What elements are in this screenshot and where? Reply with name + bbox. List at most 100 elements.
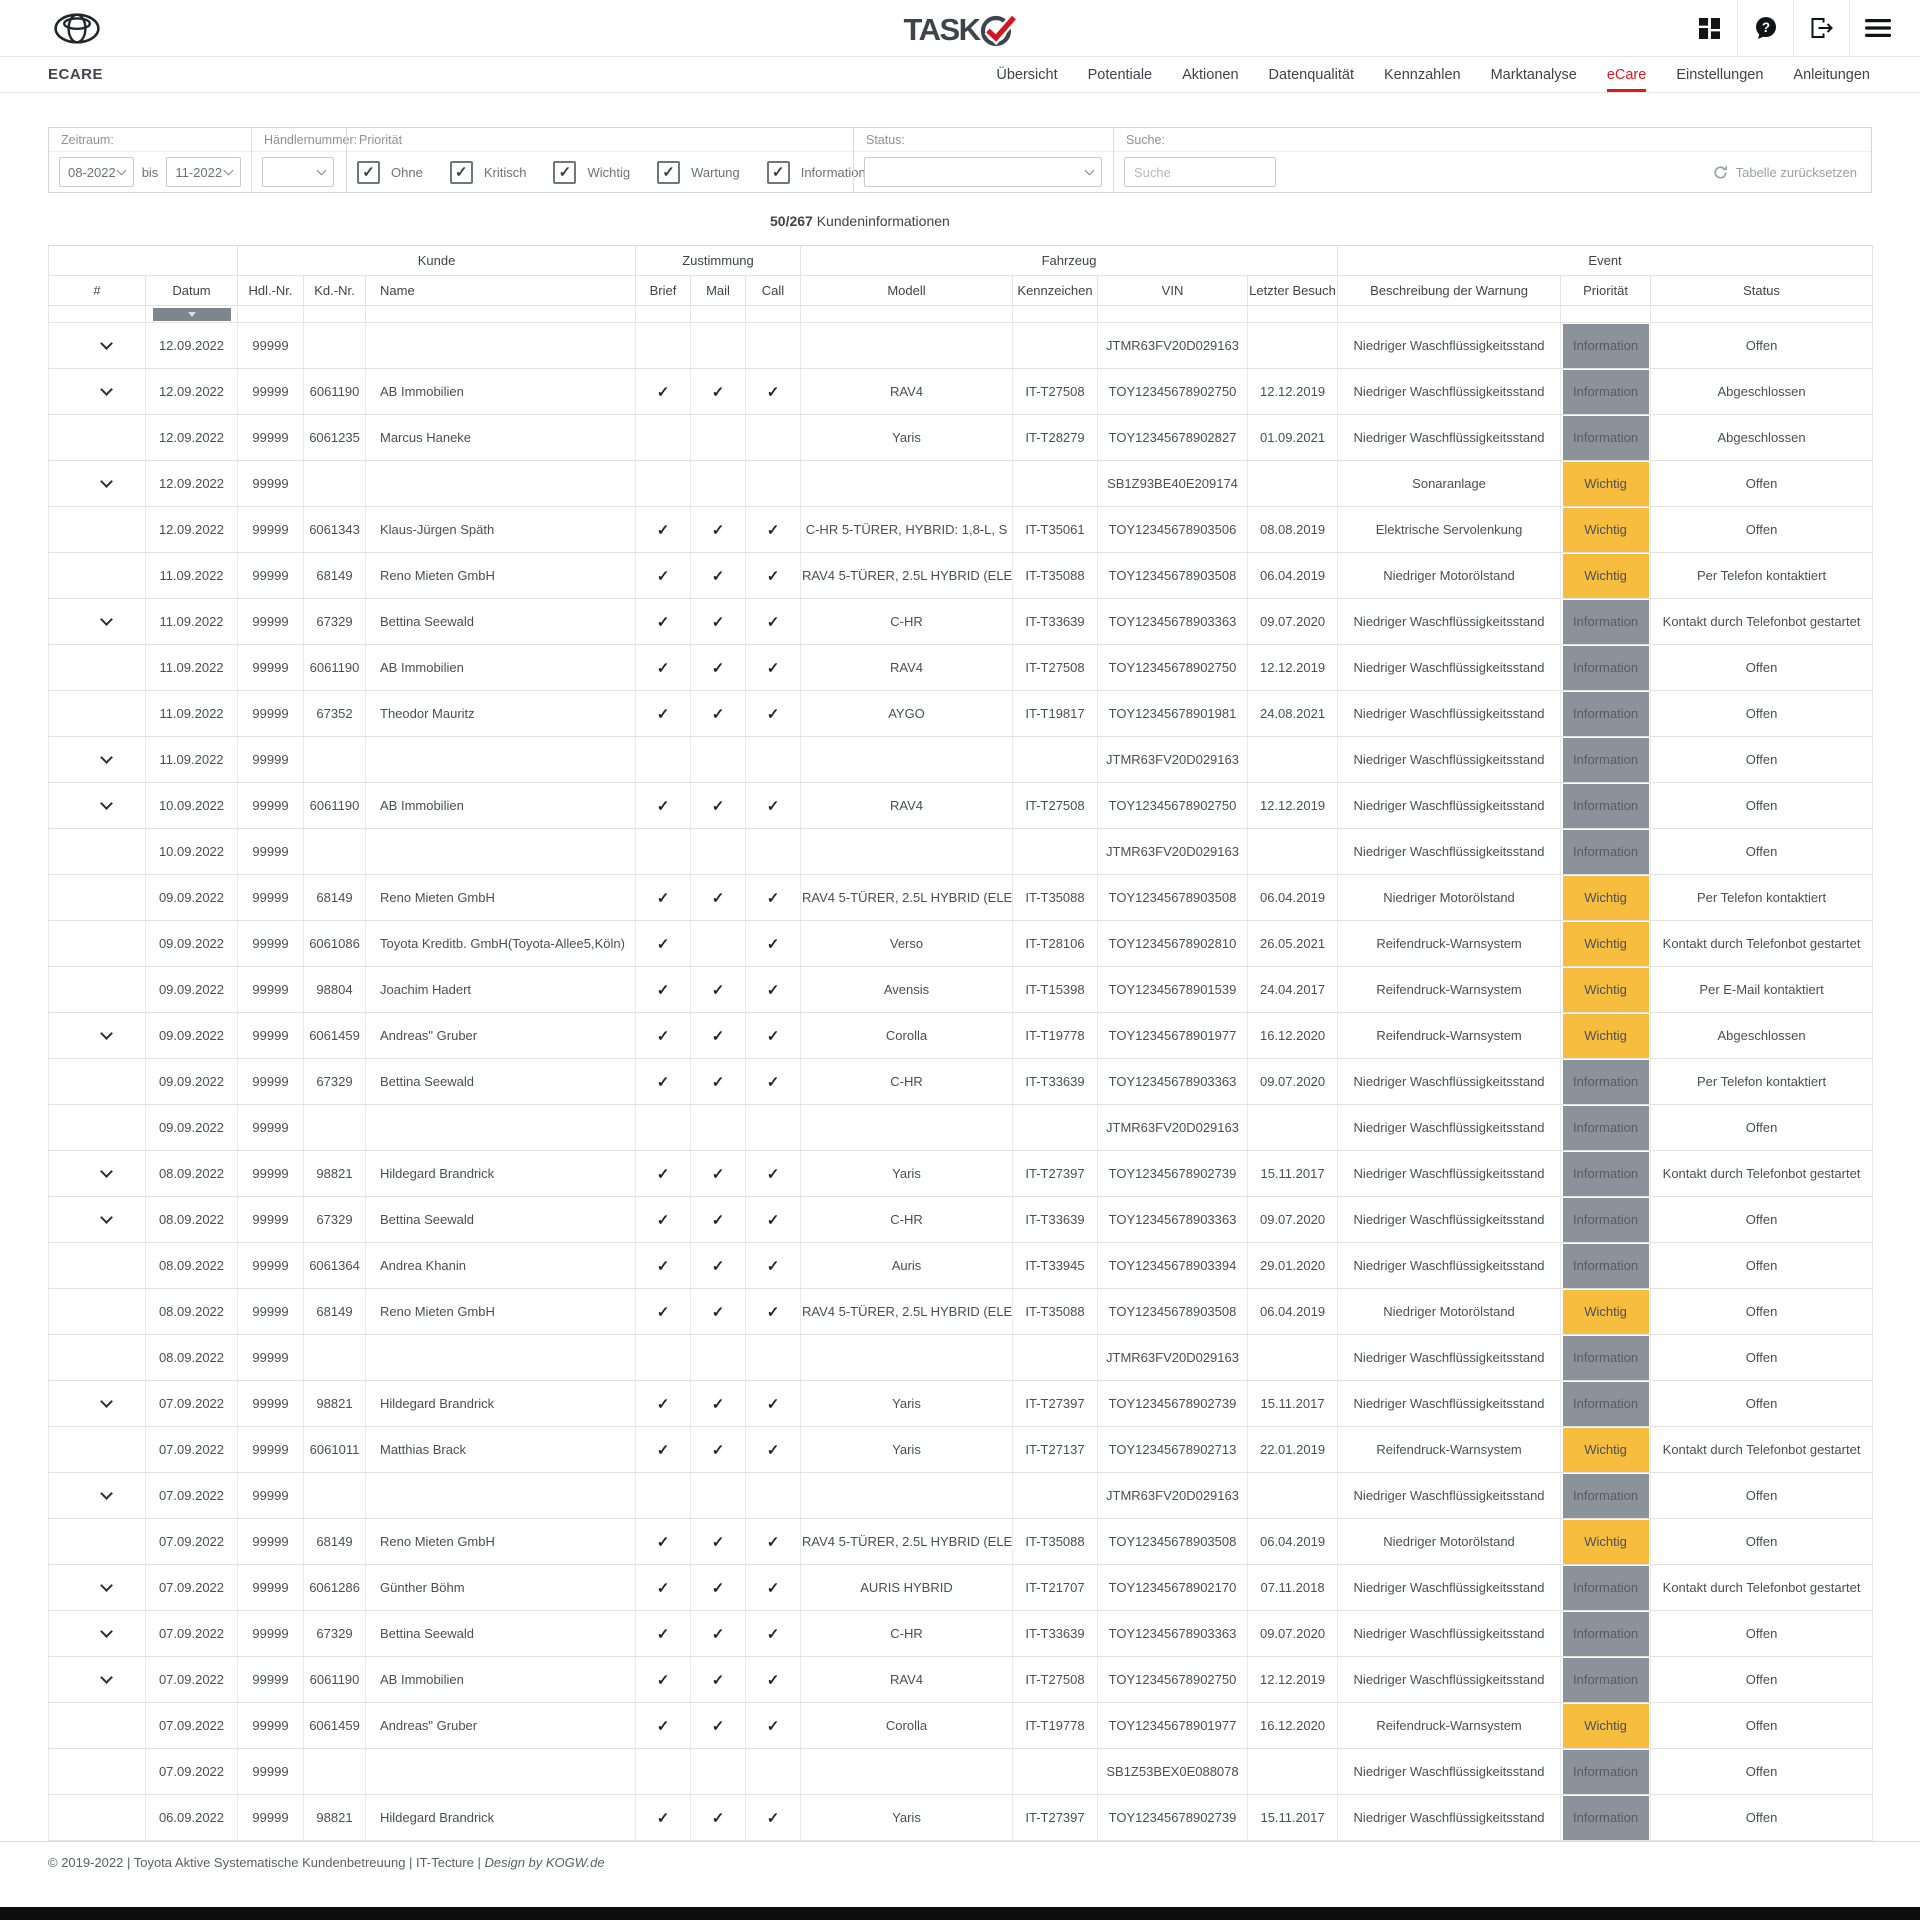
cell-status: Per Telefon kontaktiert [1650, 1058, 1874, 1105]
cell-mail-consent: ✓ [690, 1610, 746, 1657]
expand-chevron-icon[interactable] [100, 796, 113, 810]
expand-chevron-icon[interactable] [100, 1394, 113, 1408]
col-header-prioritaet[interactable]: Priorität [1560, 275, 1652, 306]
search-input[interactable] [1124, 157, 1276, 187]
reset-table-button[interactable]: Tabelle zurücksetzen [1713, 165, 1861, 180]
expand-chevron-icon[interactable] [100, 1578, 113, 1592]
footer-design-credit: Design by KOGW.de [484, 1855, 605, 1870]
col-header-num[interactable]: # [48, 275, 146, 306]
cell-datum: 09.09.2022 [145, 1104, 238, 1151]
nav-item-einstellungen[interactable]: Einstellungen [1676, 66, 1764, 83]
cell-brief-consent: ✓ [635, 1196, 691, 1243]
cell-kennzeichen: IT-T19817 [1012, 690, 1098, 737]
expand-chevron-icon[interactable] [100, 750, 113, 764]
cell-modell [800, 736, 1013, 783]
cell-datum: 12.09.2022 [145, 414, 238, 461]
cell-status: Kontakt durch Telefonbot gestartet [1650, 920, 1874, 967]
col-header-call[interactable]: Call [745, 275, 801, 306]
col-header-status[interactable]: Status [1650, 275, 1874, 306]
expand-chevron-icon[interactable] [100, 1624, 113, 1638]
cell-warnung: Niedriger Waschflüssigkeitsstand [1337, 1196, 1562, 1243]
zeitraum-from-select[interactable]: 08-2022 [59, 157, 134, 187]
cell-kunden-nr: 6061190 [303, 782, 366, 829]
cell-modell [800, 1748, 1013, 1795]
cell-kennzeichen [1012, 1334, 1098, 1381]
cell-kennzeichen: IT-T27137 [1012, 1426, 1098, 1473]
checkbox-kritisch[interactable]: ✓ [449, 160, 473, 184]
expand-chevron-icon[interactable] [100, 1210, 113, 1224]
cell-kennzeichen: IT-T35088 [1012, 552, 1098, 599]
dashboard-icon[interactable] [1681, 0, 1737, 56]
cell-mail-consent: ✓ [690, 1242, 746, 1289]
cell-call-consent [745, 322, 801, 369]
cell-warnung: Niedriger Waschflüssigkeitsstand [1337, 1058, 1562, 1105]
cell-brief-consent: ✓ [635, 1610, 691, 1657]
expand-chevron-icon[interactable] [100, 1486, 113, 1500]
cell-modell [800, 1104, 1013, 1151]
cell-letzter-besuch: 16.12.2020 [1247, 1702, 1339, 1749]
nav-item-marktanalyse[interactable]: Marktanalyse [1490, 66, 1577, 83]
col-header-kd-nr[interactable]: Kd.-Nr. [303, 275, 366, 306]
haendlernummer-select[interactable] [262, 157, 334, 187]
cell-vin: TOY12345678902750 [1097, 1656, 1248, 1703]
col-header-brief[interactable]: Brief [635, 275, 691, 306]
col-header-mail[interactable]: Mail [690, 275, 746, 306]
cell-name: AB Immobilien [365, 1656, 636, 1703]
expand-chevron-icon[interactable] [100, 1164, 113, 1178]
table-row: 12.09.2022 99999 SB1Z93BE40E209174 Sonar… [48, 460, 1874, 507]
checkbox-information[interactable]: ✓ [766, 160, 790, 184]
cell-kennzeichen [1012, 828, 1098, 875]
cell-mail-consent: ✓ [690, 690, 746, 737]
col-header-hdl-nr[interactable]: Hdl.-Nr. [237, 275, 304, 306]
priority-badge: Information [1560, 414, 1652, 461]
table-sort-row [48, 305, 1874, 323]
nav-item-datenqualitaet[interactable]: Datenqualität [1268, 66, 1354, 83]
cell-call-consent: ✓ [745, 1426, 801, 1473]
col-header-vin[interactable]: VIN [1097, 275, 1248, 306]
expand-chevron-icon[interactable] [100, 474, 113, 488]
table-row: 07.09.2022 99999 SB1Z53BEX0E088078 Niedr… [48, 1748, 1874, 1795]
cell-vin: TOY12345678903508 [1097, 552, 1248, 599]
cell-kunden-nr: 6061086 [303, 920, 366, 967]
logout-icon[interactable] [1793, 0, 1849, 56]
status-select[interactable] [864, 157, 1102, 187]
zeitraum-to-select[interactable]: 11-2022 [166, 157, 241, 187]
col-header-modell[interactable]: Modell [800, 275, 1013, 306]
cell-brief-consent: ✓ [635, 598, 691, 645]
col-header-warnung[interactable]: Beschreibung der Warnung [1337, 275, 1562, 306]
expand-chevron-icon[interactable] [100, 336, 113, 350]
datum-sort-indicator[interactable] [152, 307, 231, 321]
cell-vin: JTMR63FV20D029163 [1097, 1472, 1248, 1519]
nav-item-uebersicht[interactable]: Übersicht [996, 66, 1058, 83]
menu-icon[interactable] [1849, 0, 1905, 56]
col-header-kennzeichen[interactable]: Kennzeichen [1012, 275, 1098, 306]
customer-table: Kunde Zustimmung Fahrzeug Event # Datum … [48, 245, 1874, 1841]
checkbox-wichtig[interactable]: ✓ [553, 160, 577, 184]
col-header-name[interactable]: Name [365, 275, 636, 306]
nav-item-ecare[interactable]: eCare [1606, 57, 1646, 92]
nav-item-potentiale[interactable]: Potentiale [1087, 66, 1153, 83]
nav-item-anleitungen[interactable]: Anleitungen [1793, 66, 1870, 83]
expand-chevron-icon[interactable] [100, 1670, 113, 1684]
checkbox-ohne[interactable]: ✓ [357, 160, 380, 184]
col-header-letzter-besuch[interactable]: Letzter Besuch [1246, 275, 1339, 306]
nav-item-kennzahlen[interactable]: Kennzahlen [1384, 66, 1461, 83]
expand-chevron-icon[interactable] [100, 612, 113, 626]
cell-letzter-besuch: 12.12.2019 [1247, 1656, 1339, 1703]
prio-option-wartung: ✓ Wartung [657, 160, 740, 184]
nav-item-aktionen[interactable]: Aktionen [1182, 66, 1239, 83]
expand-chevron-icon[interactable] [100, 382, 113, 396]
cell-mail-consent: ✓ [690, 782, 746, 829]
zeitraum-from-value: 08-2022 [68, 164, 116, 180]
help-icon[interactable]: ? [1737, 0, 1793, 56]
cell-haendler-nr: 99999 [237, 1380, 304, 1427]
col-header-datum[interactable]: Datum [145, 275, 238, 306]
topbar-icon-group: ? [1681, 0, 1905, 56]
cell-kennzeichen: IT-T27508 [1012, 782, 1098, 829]
checkbox-wartung[interactable]: ✓ [657, 160, 681, 184]
cell-name: Hildegard Brandrick [365, 1380, 636, 1427]
cell-datum: 12.09.2022 [145, 322, 238, 369]
cell-haendler-nr: 99999 [237, 506, 304, 553]
cell-vin: JTMR63FV20D029163 [1097, 1104, 1248, 1151]
expand-chevron-icon[interactable] [100, 1026, 113, 1040]
